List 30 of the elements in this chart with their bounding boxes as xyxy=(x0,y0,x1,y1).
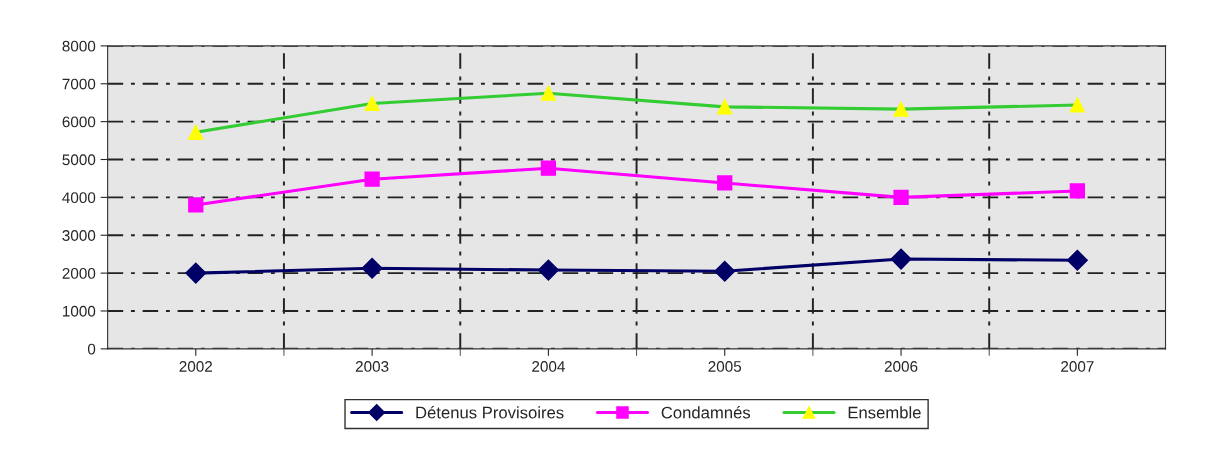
point xyxy=(540,160,557,176)
x-tick-label: 2005 xyxy=(708,361,742,372)
legend-label: Détenus Provisoires xyxy=(416,406,564,419)
x-tick-label: 2002 xyxy=(179,361,213,372)
point xyxy=(890,248,912,270)
y-tick-label: 6000 xyxy=(62,116,96,128)
point xyxy=(1066,249,1088,271)
point xyxy=(1069,183,1086,199)
legend-label: Ensemble xyxy=(848,406,921,419)
point xyxy=(185,262,207,284)
y-tick-label: 8000 xyxy=(62,40,96,52)
y-tick-label: 7000 xyxy=(62,78,96,90)
x-tick-label: 2007 xyxy=(1061,361,1094,372)
legend-label: Condamnés xyxy=(661,406,751,419)
x-tick-label: 2003 xyxy=(355,361,389,372)
x-tick-label: 2006 xyxy=(884,361,918,372)
point xyxy=(188,197,204,213)
y-tick-label: 1000 xyxy=(63,305,96,317)
y-tick-label: 0 xyxy=(87,343,96,355)
point xyxy=(537,259,559,281)
y-tick-label: 5000 xyxy=(62,154,96,166)
y-tick-label: 4000 xyxy=(62,192,96,204)
point xyxy=(364,171,380,187)
y-tick-label: 3000 xyxy=(62,230,96,241)
point xyxy=(893,189,909,206)
point xyxy=(361,257,383,279)
point xyxy=(714,260,736,282)
y-tick-label: 2000 xyxy=(62,267,96,279)
point xyxy=(717,175,733,191)
x-tick-label: 2004 xyxy=(532,361,565,372)
